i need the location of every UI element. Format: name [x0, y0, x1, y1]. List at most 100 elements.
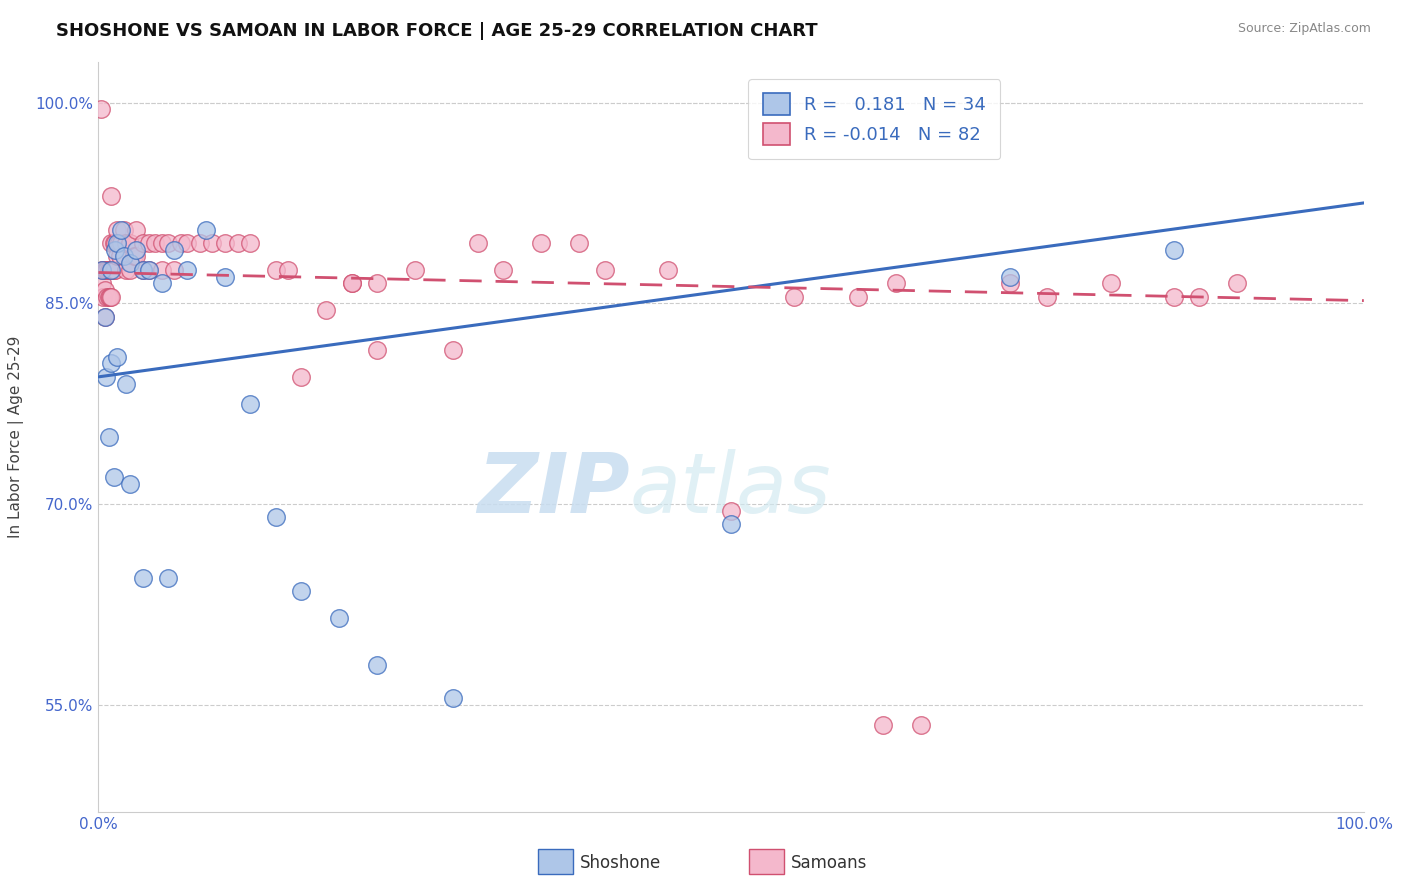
Point [93, 310, 117, 324]
Point [226, 236, 249, 251]
Point [530, 236, 553, 251]
Point [264, 510, 287, 524]
Point [910, 717, 932, 731]
Point [94, 263, 117, 277]
Point [108, 249, 131, 264]
Point [315, 303, 337, 318]
Point [145, 236, 166, 251]
Point [150, 236, 173, 251]
Point [97, 430, 120, 444]
Point [998, 277, 1021, 291]
Point [104, 263, 127, 277]
Point [112, 222, 135, 236]
Point [115, 263, 138, 277]
Point [125, 243, 148, 257]
Point [239, 396, 262, 410]
Point [441, 690, 464, 705]
Point [1099, 277, 1122, 291]
Point [98, 263, 121, 277]
Point [264, 263, 287, 277]
Point [194, 222, 218, 236]
Point [404, 263, 426, 277]
Point [998, 269, 1021, 284]
Point [98, 289, 121, 303]
Point [96, 289, 118, 303]
Point [340, 277, 363, 291]
Point [100, 263, 122, 277]
Point [201, 236, 224, 251]
Point [1163, 289, 1185, 303]
Point [107, 236, 129, 251]
Point [100, 356, 122, 370]
Point [107, 236, 129, 251]
Point [1226, 277, 1249, 291]
Point [239, 236, 262, 251]
Point [188, 236, 211, 251]
Point [366, 277, 388, 291]
Point [150, 263, 173, 277]
Point [96, 263, 118, 277]
Point [107, 249, 129, 264]
Point [132, 263, 155, 277]
Point [290, 369, 312, 384]
Point [340, 277, 363, 291]
Point [100, 263, 122, 277]
Text: Source: ZipAtlas.com: Source: ZipAtlas.com [1237, 22, 1371, 36]
Point [138, 263, 160, 277]
Point [120, 263, 141, 277]
Point [138, 263, 160, 277]
Point [91, 263, 114, 277]
Point [100, 289, 122, 303]
Point [441, 343, 464, 358]
Point [90, 103, 112, 117]
Point [125, 249, 148, 264]
Point [467, 236, 489, 251]
Point [214, 236, 236, 251]
Text: Samoans: Samoans [790, 854, 868, 871]
Point [366, 657, 388, 672]
Point [112, 249, 135, 264]
Text: Shoshone: Shoshone [581, 854, 661, 871]
Point [176, 263, 198, 277]
Y-axis label: In Labor Force | Age 25-29: In Labor Force | Age 25-29 [8, 336, 24, 538]
Point [884, 277, 907, 291]
Point [132, 263, 155, 277]
Point [593, 263, 616, 277]
Point [214, 269, 236, 284]
Point [100, 236, 122, 251]
Point [93, 289, 115, 303]
Point [100, 189, 122, 203]
Point [104, 236, 127, 251]
Point [107, 222, 129, 236]
Point [150, 277, 173, 291]
Point [107, 350, 129, 364]
Point [657, 263, 679, 277]
Point [94, 369, 117, 384]
Point [290, 584, 312, 599]
Point [492, 263, 515, 277]
Point [277, 263, 299, 277]
Point [97, 263, 120, 277]
Legend: R =   0.181   N = 34, R = -0.014   N = 82: R = 0.181 N = 34, R = -0.014 N = 82 [748, 79, 1001, 159]
Point [138, 236, 160, 251]
Point [783, 289, 806, 303]
Point [872, 717, 894, 731]
Point [120, 236, 141, 251]
Point [103, 263, 125, 277]
Text: atlas: atlas [630, 449, 831, 530]
Point [104, 243, 127, 257]
Point [122, 249, 145, 264]
Point [93, 263, 117, 277]
Point [169, 236, 191, 251]
Point [110, 236, 132, 251]
Point [720, 503, 742, 517]
Point [93, 310, 117, 324]
Point [93, 263, 115, 277]
Point [97, 289, 120, 303]
Point [91, 263, 114, 277]
Point [157, 236, 180, 251]
Point [103, 236, 125, 251]
Point [720, 516, 742, 531]
Point [132, 236, 155, 251]
Point [125, 222, 148, 236]
